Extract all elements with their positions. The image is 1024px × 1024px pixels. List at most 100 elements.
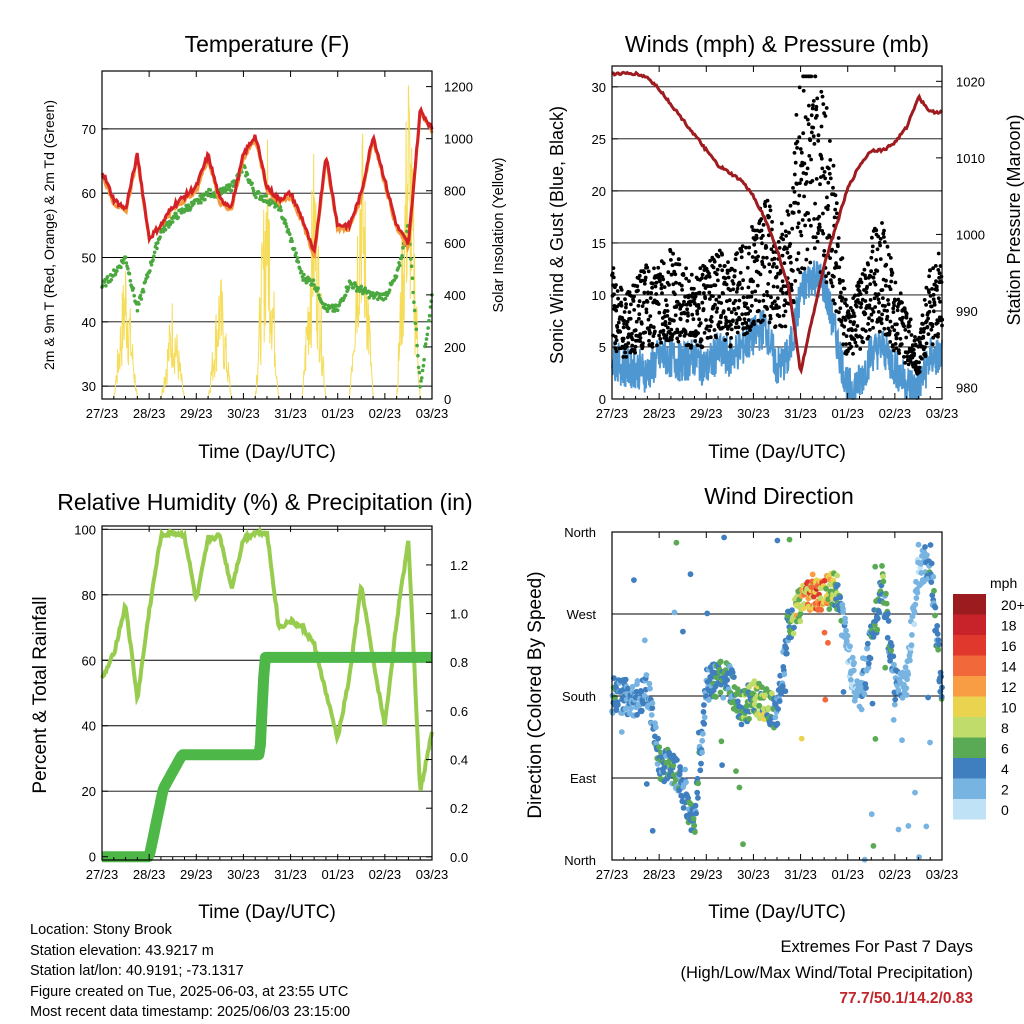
rh-xtick-label: 31/23 (274, 867, 307, 882)
precip-ytick-label: 1.2 (450, 558, 468, 573)
gust-point (721, 291, 725, 296)
gust-point (879, 317, 884, 321)
gust-point (698, 321, 703, 326)
direction-point (876, 609, 882, 616)
gust-point (874, 228, 879, 233)
gust-point (723, 315, 728, 320)
gust-point (637, 312, 642, 317)
direction-point (786, 536, 793, 543)
precip-ytick-label: 0.4 (450, 753, 468, 768)
gust-point (780, 279, 785, 284)
gust-point (783, 324, 788, 329)
solar-insolation-line (102, 85, 432, 400)
solar-ytick-label: 1200 (444, 80, 473, 95)
gust-point (699, 338, 704, 342)
gust-point (876, 292, 881, 297)
gust-point (679, 330, 684, 335)
gust-point (775, 285, 780, 289)
direction-point (885, 610, 891, 617)
gust-point (822, 249, 827, 253)
gust-point (724, 321, 728, 326)
gust-point (809, 130, 814, 135)
gust-point (684, 276, 689, 281)
colorbar-label: 18 (1001, 618, 1017, 634)
gust-point (657, 333, 661, 338)
direction-point (775, 706, 781, 712)
gust-point (635, 284, 640, 289)
gust-point (928, 268, 932, 273)
direction-point (834, 572, 840, 579)
gust-point (733, 298, 738, 303)
gust-point (911, 347, 916, 352)
direction-point (687, 571, 694, 578)
dewpoint-point (421, 363, 426, 368)
gust-point (726, 307, 731, 312)
gust-point (640, 278, 644, 283)
gust-point (720, 325, 725, 330)
direction-point (674, 757, 680, 763)
gust-point (737, 282, 742, 287)
gust-point (671, 251, 675, 256)
gust-point (774, 265, 779, 270)
dewpoint-point (423, 342, 428, 346)
wind-ytick-label: 20 (592, 184, 606, 199)
gust-point (840, 256, 845, 260)
dewpoint-point (311, 278, 316, 283)
gust-point (907, 320, 911, 325)
gust-point (822, 170, 827, 174)
dewpoint-point (292, 247, 297, 251)
gust-point (906, 362, 911, 367)
rh-xtick-label: 03/23 (416, 867, 449, 882)
gust-point (917, 369, 922, 374)
gust-point (823, 114, 828, 118)
gust-point (727, 319, 732, 324)
gust-point (831, 163, 836, 168)
gust-point (843, 318, 848, 322)
temp-ytick-label: 40 (82, 315, 96, 330)
gust-point (819, 156, 824, 161)
gust-point (885, 244, 890, 249)
direction-point (915, 541, 922, 548)
direction-point (756, 702, 763, 709)
figure-created: Figure created on Tue, 2025-06-03, at 23… (30, 983, 349, 1000)
gust-point (784, 234, 788, 238)
gust-point (885, 309, 889, 313)
gust-point (757, 299, 762, 304)
gust-point (779, 324, 784, 329)
direction-point (837, 594, 844, 601)
gust-point (685, 307, 689, 312)
gust-point (936, 332, 940, 336)
dewpoint-point (151, 258, 155, 262)
gust-point (805, 247, 810, 252)
direction-point (938, 673, 944, 680)
gust-point (831, 185, 835, 190)
direction-point (691, 822, 698, 829)
temp-xtick-label: 27/23 (86, 406, 119, 421)
gust-point (857, 284, 861, 288)
colorbar-label: 8 (1001, 720, 1009, 736)
direction-point (774, 537, 781, 544)
gust-point (761, 298, 766, 303)
gust-point (624, 305, 628, 310)
dewpoint-point (422, 357, 426, 362)
direction-point (618, 729, 625, 735)
temp-ytick-label: 50 (82, 251, 96, 266)
humidity-precip-panel: Relative Humidity (%) & Precipitation (i… (30, 489, 473, 923)
gust-point (798, 229, 803, 234)
gust-point (931, 292, 936, 297)
gust-point (782, 303, 787, 308)
direction-point (935, 637, 942, 643)
gust-point (690, 312, 695, 317)
gust-point (871, 275, 876, 280)
gust-point (687, 279, 691, 283)
gust-point (780, 253, 785, 258)
gust-point (631, 299, 636, 303)
wind-ylabel: Sonic Wind & Gust (Blue, Black) (547, 106, 567, 364)
gust-point (661, 277, 666, 282)
direction-point (772, 714, 779, 721)
gust-point (665, 309, 670, 313)
direction-point (903, 685, 910, 691)
gust-point (836, 236, 841, 240)
dewpoint-point (394, 274, 399, 279)
gust-point (633, 328, 638, 333)
